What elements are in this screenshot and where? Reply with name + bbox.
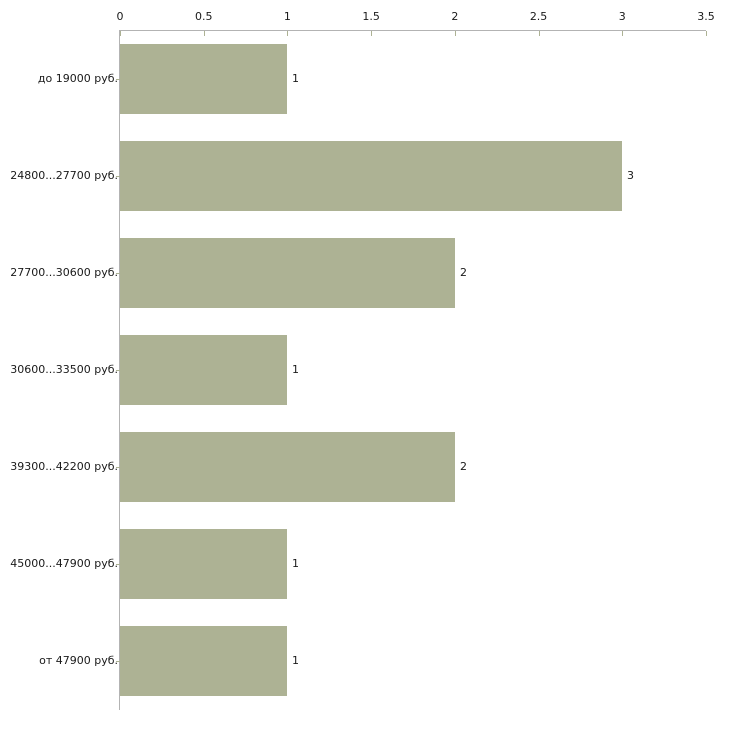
category-label: 30600...33500 руб. <box>10 363 118 376</box>
x-tick-label: 0 <box>116 10 124 23</box>
category-label: 27700...30600 руб. <box>10 265 118 279</box>
bar-value-label: 3 <box>627 168 634 182</box>
x-tick-mark <box>287 31 289 36</box>
x-tick-mark <box>120 31 121 36</box>
bar[interactable] <box>120 335 287 405</box>
category-label: от 47900 руб. <box>39 654 118 668</box>
x-tick-mark <box>203 31 205 36</box>
bar[interactable] <box>120 529 287 599</box>
x-axis-line <box>120 30 706 31</box>
bar[interactable] <box>120 141 622 211</box>
bar-value-label: 1 <box>292 71 299 85</box>
bar-value-label: 1 <box>292 363 299 376</box>
bar[interactable] <box>120 626 287 696</box>
x-tick-label: 0.5 <box>194 10 213 23</box>
x-tick-label: 1.5 <box>362 10 380 23</box>
x-tick-label: 3.5 <box>697 10 715 23</box>
x-tick-mark <box>622 31 624 36</box>
y-tick-mark <box>116 661 120 662</box>
y-tick-mark <box>116 564 120 565</box>
bar-value-label: 1 <box>292 654 299 668</box>
category-label: 39300...42200 руб. <box>10 460 118 474</box>
category-label: 45000...47900 руб. <box>10 557 118 571</box>
x-tick-mark <box>706 31 707 36</box>
bar[interactable] <box>120 44 287 114</box>
bar-value-label: 1 <box>292 557 299 571</box>
bar-value-label: 2 <box>460 460 467 474</box>
x-tick-label: 2 <box>451 10 459 23</box>
y-tick-mark <box>116 176 120 177</box>
bar[interactable] <box>120 432 455 502</box>
bar[interactable] <box>120 238 455 308</box>
category-label: 24800...27700 руб. <box>10 168 118 182</box>
y-tick-mark <box>116 79 120 80</box>
bar-value-label: 2 <box>460 265 467 279</box>
x-tick-label: 3 <box>618 10 626 23</box>
x-tick-label: 1 <box>283 10 291 23</box>
y-tick-mark <box>116 467 120 468</box>
x-tick-mark <box>538 31 540 36</box>
x-tick-mark <box>454 31 456 36</box>
y-tick-mark <box>116 273 120 274</box>
x-tick-mark <box>371 31 373 36</box>
category-label: до 19000 руб. <box>37 71 118 85</box>
y-tick-mark <box>116 370 120 371</box>
x-tick-label: 2.5 <box>529 10 548 23</box>
